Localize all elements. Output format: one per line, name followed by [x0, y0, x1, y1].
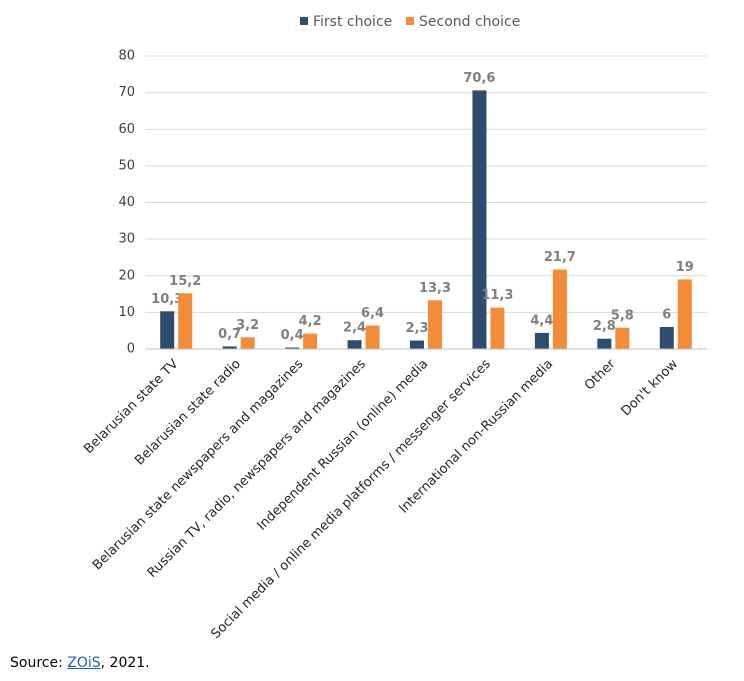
- value-label: 10,3: [151, 292, 183, 307]
- bar: [365, 325, 380, 349]
- value-label: 2,3: [405, 321, 428, 336]
- bar: [552, 269, 567, 349]
- bar: [303, 333, 318, 349]
- bar: [534, 332, 549, 349]
- x-tick-label: Russian TV, radio, newspapers and magazi…: [145, 357, 369, 581]
- value-label: 13,3: [419, 281, 451, 296]
- bar: [428, 300, 442, 349]
- source: Source: ZOiS, 2021.: [10, 655, 150, 671]
- bar: [160, 311, 175, 349]
- bar: [347, 340, 362, 349]
- bar: [490, 307, 505, 349]
- y-tick-label: 60: [118, 122, 135, 137]
- y-tick-label: 40: [118, 195, 135, 210]
- legend-label: First choice: [313, 14, 392, 30]
- value-label: 70,6: [463, 71, 495, 86]
- value-label: 6,4: [361, 306, 384, 321]
- source-suffix: , 2021.: [100, 655, 150, 671]
- source-prefix: Source:: [10, 655, 68, 671]
- x-tick-label: Don't know: [619, 356, 682, 419]
- value-label: 15,2: [169, 274, 201, 289]
- bar: [178, 293, 193, 349]
- bar: [222, 346, 237, 349]
- x-tick-label: Social media / online media platforms / …: [209, 357, 494, 642]
- value-label: 2,8: [593, 319, 616, 334]
- bar: [597, 338, 612, 349]
- value-label: 4,4: [530, 313, 553, 328]
- bar: [659, 327, 674, 349]
- y-tick-label: 50: [118, 158, 135, 173]
- bar: [285, 347, 300, 349]
- value-label: 0,4: [281, 328, 304, 343]
- bar: [472, 90, 487, 350]
- x-tick-label: Other: [582, 356, 619, 393]
- x-tick-label: Belarusian state newspapers and magazine…: [90, 357, 307, 574]
- bar: [240, 337, 255, 349]
- y-tick-label: 20: [118, 268, 135, 283]
- value-label: 6: [662, 308, 671, 323]
- value-label: 4,2: [299, 314, 322, 329]
- value-label: 2,4: [343, 321, 366, 336]
- y-tick-label: 30: [118, 232, 135, 247]
- value-label: 21,7: [544, 250, 576, 265]
- y-tick-label: 80: [118, 49, 135, 64]
- value-label: 11,3: [481, 288, 513, 303]
- legend-label: Second choice: [419, 14, 520, 30]
- source-link[interactable]: ZOiS: [67, 655, 101, 671]
- chart: 0 10 20 30 40 50 60 70 80 First choice Second choi…: [81, 14, 707, 642]
- y-tick-label: 0: [127, 342, 135, 357]
- y-tick-label: 70: [118, 85, 135, 100]
- bar: [677, 279, 692, 349]
- legend-swatch: [300, 17, 308, 25]
- y-tick-label: 10: [118, 305, 135, 320]
- value-label: 0,7: [218, 327, 241, 342]
- bar: [615, 327, 630, 349]
- bar: [410, 340, 424, 349]
- value-label: 3,2: [236, 318, 259, 333]
- value-label: 5,8: [611, 308, 634, 323]
- legend-swatch: [406, 17, 414, 25]
- x-tick-label: Belarusian state radio: [132, 357, 244, 469]
- value-label: 19: [676, 260, 694, 275]
